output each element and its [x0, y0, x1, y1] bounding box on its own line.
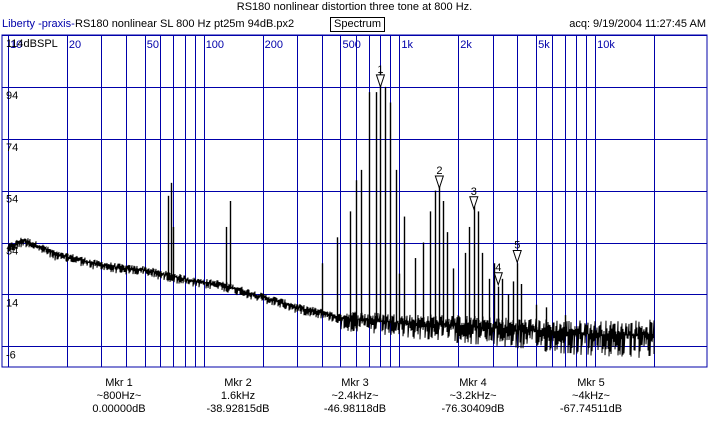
y-tick-label: -6 — [6, 349, 16, 361]
file-name: RS180 nonlinear SL 800 Hz pt25m 94dB.px2 — [75, 18, 295, 30]
marker-label: 2 — [436, 165, 442, 177]
marker-readout-2: Mkr 2 1.6kHz -38.92815dB — [183, 377, 293, 416]
marker-name: Mkr 2 — [224, 377, 252, 389]
grid — [2, 35, 707, 367]
marker-label: 3 — [471, 186, 477, 198]
marker-freq: 1.6kHz — [220, 390, 256, 402]
marker-readout-1: Mkr 1 ~800Hz~ 0.00000dB — [64, 377, 174, 416]
y-tick-label: 94 — [6, 90, 18, 102]
marker-value: -76.30409dB — [441, 403, 505, 415]
marker-freq: ~800Hz~ — [96, 390, 142, 402]
noise-floor-trace — [7, 237, 655, 358]
marker-value: -38.92815dB — [206, 403, 270, 415]
x-tick-label: 20 — [69, 39, 81, 51]
marker-label: 1 — [377, 64, 383, 76]
marker-value: -46.98118dB — [323, 403, 387, 415]
marker-freq: ~2.4kHz~ — [331, 390, 379, 402]
spectrum-trace — [7, 71, 655, 358]
marker-readout-5: Mkr 5 ~4kHz~ -67.74511dB — [536, 377, 646, 416]
marker-value: -67.74511dB — [559, 403, 623, 415]
x-tick-label: 10k — [597, 39, 615, 51]
y-tick-label: 114dBSPL — [6, 38, 58, 50]
marker-name: Mkr 3 — [341, 377, 369, 389]
x-tick-label: 500 — [342, 39, 360, 51]
x-tick-label: 100 — [206, 39, 224, 51]
marker-triangle — [469, 196, 479, 211]
marker-triangle — [434, 175, 445, 190]
y-tick-label: 34 — [6, 246, 18, 258]
x-tick-label: 10 — [10, 39, 22, 51]
x-tick-label: 200 — [265, 39, 283, 51]
brand-label: Liberty -praxis- — [2, 18, 75, 30]
marker-freq: ~4kHz~ — [572, 390, 610, 402]
marker-name: Mkr 5 — [577, 377, 605, 389]
y-tick-label: 74 — [6, 142, 18, 154]
y-tick-label: 14 — [6, 297, 18, 309]
chart-title: RS180 nonlinear distortion three tone at… — [236, 1, 473, 13]
marker-label: 5 — [514, 239, 520, 251]
x-tick-label: 50 — [147, 39, 159, 51]
marker-label: 4 — [495, 262, 501, 274]
x-tick-label: 5k — [538, 39, 550, 51]
marker-name: Mkr 1 — [105, 377, 133, 389]
x-tick-label: 2k — [460, 39, 472, 51]
marker-value: 0.00000dB — [92, 403, 146, 415]
marker-readout-3: Mkr 3 ~2.4kHz~ -46.98118dB — [300, 377, 410, 416]
marker-triangle — [493, 272, 503, 287]
y-tick-label: 54 — [6, 194, 18, 206]
tick-labels: 10 20 50 100 200 500 1k 2k 5k 10k114dBSPL94745434… — [6, 38, 615, 361]
marker-triangle — [512, 249, 522, 265]
marker-name: Mkr 4 — [459, 377, 487, 389]
marker-triangle — [375, 74, 386, 89]
marker-freq: ~3.2kHz~ — [449, 390, 497, 402]
marker-readout-4: Mkr 4 ~3.2kHz~ -76.30409dB — [418, 377, 528, 416]
acquisition-timestamp: acq: 9/19/2004 11:27:45 AM — [569, 18, 706, 30]
spectrum-button[interactable]: Spectrum — [330, 17, 386, 32]
x-tick-label: 1k — [401, 39, 413, 51]
marker-layer: 1 2 3 4 5 — [375, 64, 522, 287]
plot-frame — [1, 34, 708, 368]
